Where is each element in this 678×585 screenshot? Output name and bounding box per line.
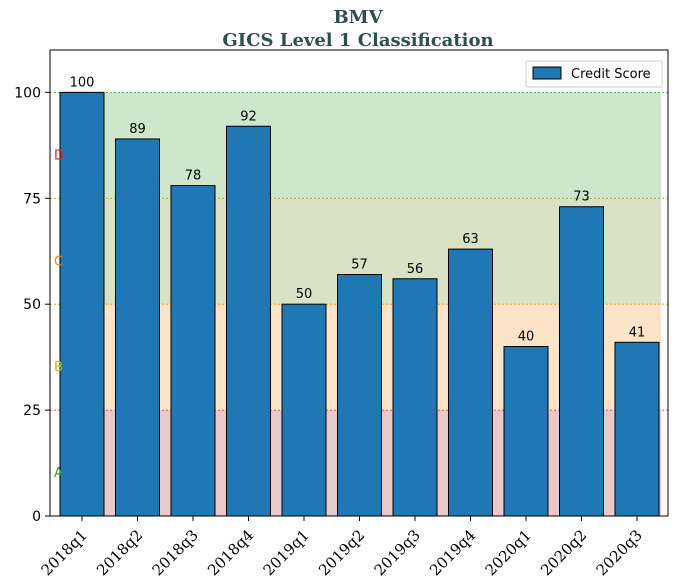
bar-2018q1 — [59, 91, 105, 517]
band-label-d: D — [54, 148, 64, 163]
band-d — [82, 92, 661, 199]
x-axis: 2018q1 2018q2 2018q3 2018q4 2019q1 2019q2 2019… — [38, 516, 646, 579]
data-label-2018q4: 92 — [240, 109, 257, 124]
band-label-a: A — [54, 466, 63, 481]
data-label-2020q1: 40 — [518, 330, 535, 345]
y-tick-label: 100 — [14, 85, 41, 101]
bar-2018q2 — [115, 138, 160, 517]
chart-title: BMV — [333, 7, 383, 28]
legend-swatch — [532, 66, 562, 80]
x-tick-label: 2019q2 — [315, 526, 368, 579]
data-labels: 100 89 78 92 50 57 56 63 40 73 41 — [70, 75, 646, 344]
x-tick-label: 2020q3 — [593, 526, 646, 579]
data-label-2018q1: 100 — [70, 75, 95, 90]
x-tick-label: 2020q2 — [537, 526, 590, 579]
bar-2019q4 — [448, 248, 493, 517]
band-label-c: C — [54, 254, 63, 269]
x-tick-label: 2019q1 — [260, 526, 313, 579]
band-label-b: B — [54, 360, 63, 375]
bar-2019q3 — [392, 278, 438, 517]
data-label-2018q3: 78 — [185, 169, 202, 184]
data-label-2020q2: 73 — [573, 190, 590, 205]
data-label-2019q2: 57 — [351, 258, 368, 273]
legend-label: Credit Score — [571, 67, 651, 82]
data-label-2019q1: 50 — [296, 287, 313, 302]
y-tick-label: 50 — [23, 297, 41, 313]
y-axis: 0 25 50 75 100 — [14, 85, 50, 525]
data-label-2018q2: 89 — [129, 122, 146, 137]
bar-2020q2 — [559, 206, 604, 517]
y-tick-label: 0 — [32, 509, 41, 525]
y-tick-label: 75 — [23, 191, 41, 207]
bar-2018q3 — [170, 185, 216, 517]
bar-2020q1 — [503, 346, 549, 517]
chart-subtitle: GICS Level 1 Classification — [222, 30, 493, 51]
x-tick-label: 2019q3 — [371, 526, 424, 579]
x-tick-label: 2018q4 — [204, 526, 257, 579]
bar-2018q4 — [226, 125, 271, 517]
data-label-2019q4: 63 — [462, 232, 479, 247]
bar-2020q3 — [614, 341, 660, 517]
bar-2019q1 — [281, 303, 327, 517]
x-tick-label: 2018q1 — [38, 526, 91, 579]
y-tick-label: 25 — [23, 403, 41, 419]
x-tick-label: 2019q4 — [426, 526, 479, 579]
x-tick-label: 2018q2 — [93, 526, 146, 579]
data-label-2019q3: 56 — [407, 262, 424, 277]
x-tick-label: 2018q3 — [149, 526, 202, 579]
bars — [59, 91, 660, 517]
x-tick-label: 2020q1 — [482, 526, 535, 579]
band-labels: A B C D — [54, 148, 64, 481]
legend: Credit Score — [525, 60, 663, 88]
plot-frame — [49, 49, 669, 517]
data-label-2020q3: 41 — [629, 325, 646, 340]
bar-2019q2 — [337, 274, 382, 517]
